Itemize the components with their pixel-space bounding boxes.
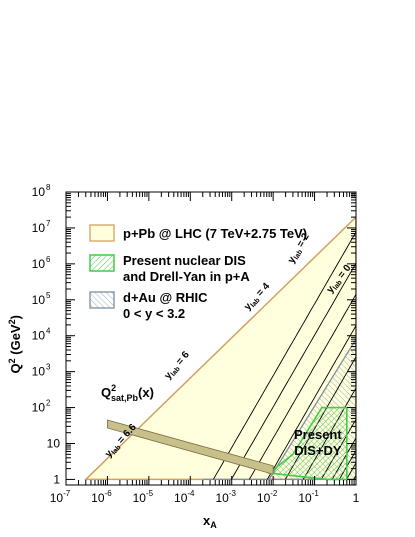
rapidity-line	[213, 231, 356, 480]
rapidity-line	[356, 479, 375, 485]
legend-swatch-rhic	[89, 291, 115, 309]
plot-frame	[65, 191, 357, 486]
x-axis-label: xA	[203, 513, 217, 530]
y-tick-label: 106	[32, 255, 51, 271]
y-tick-labels: 1 10 102 103 104 105 106 107 108	[32, 183, 61, 486]
y-tick-label: 105	[32, 291, 51, 307]
y-tick-label: 104	[32, 327, 51, 343]
x-tick-labels: 10-7 10-6 10-5 10-4 10-3 10-2 10-1 1	[50, 489, 360, 505]
legend-swatch-dis	[89, 254, 115, 272]
legend-label-rhic-2: 0 < y < 3.2	[123, 306, 185, 321]
regions-layer	[83, 216, 375, 485]
x-tick-label: 10-1	[298, 489, 319, 505]
x-tick-label: 10-2	[257, 489, 278, 505]
x-tick-label: 1	[353, 491, 360, 505]
y-tick-label: 103	[32, 363, 51, 379]
x-tick-label: 10-7	[50, 489, 71, 505]
saturation-band	[107, 419, 274, 475]
rapidity-line	[230, 262, 356, 480]
y-tick-label: 1	[53, 472, 60, 486]
legend-label-dis: Present nuclear DIS	[123, 253, 246, 268]
dis-dy-coverage-region	[267, 406, 348, 481]
rapidity-line	[356, 479, 361, 485]
x-tick-label: 10-5	[133, 489, 154, 505]
x-tick-label: 10-3	[215, 489, 236, 505]
y-tick-label: 10	[47, 437, 61, 451]
rapidity-line	[266, 325, 356, 480]
legend-swatch-lhc	[89, 224, 115, 242]
legend: p+Pb @ LHC (7 TeV+2.75 TeV) Present nucl…	[89, 224, 307, 321]
y-tick-label: 102	[32, 399, 51, 415]
qsat-label: Q2 sat,Pb(x)	[101, 383, 154, 403]
rapidity-line	[346, 462, 356, 480]
axis-ticks	[65, 191, 357, 485]
y-tick-label: 107	[32, 219, 51, 235]
y-axis-label: Q2 (GeV2)	[7, 315, 23, 373]
present-label-line2: DIS+DY	[294, 443, 342, 458]
label-ylab-6: ylab = 6	[162, 349, 192, 382]
present-label-line1: Present	[294, 427, 342, 442]
rapidity-line	[248, 294, 356, 480]
rapidity-line	[356, 479, 368, 485]
x-tick-label: 10-4	[174, 489, 195, 505]
legend-label-lhc: p+Pb @ LHC (7 TeV+2.75 TeV)	[123, 226, 307, 241]
y-tick-label: 108	[32, 183, 51, 199]
x-tick-label: 10-6	[91, 489, 112, 505]
legend-label-dis-2: and Drell-Yan in p+A	[123, 269, 250, 284]
legend-label-rhic: d+Au @ RHIC	[123, 290, 208, 305]
